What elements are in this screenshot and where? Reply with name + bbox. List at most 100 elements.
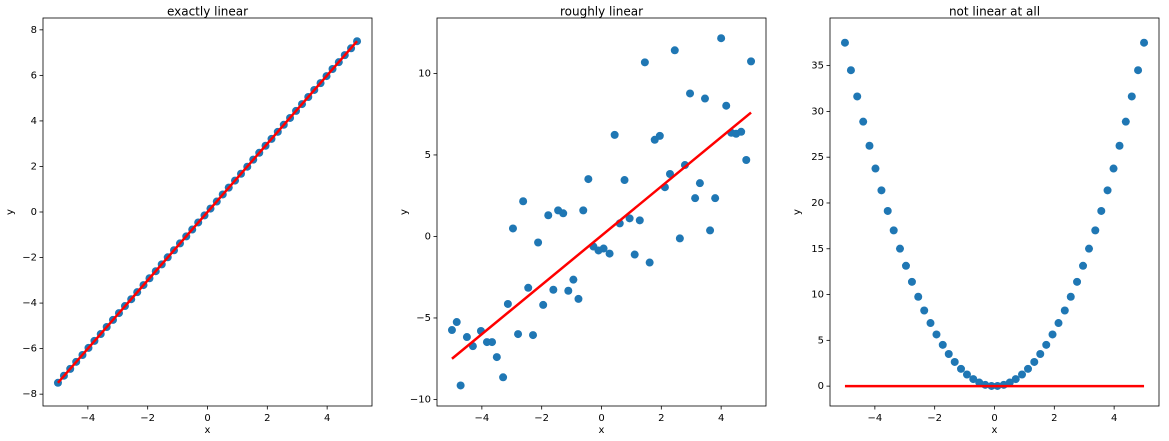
scatter-point xyxy=(1005,378,1014,387)
y-tick-label: −6 xyxy=(22,344,37,355)
scatter-point xyxy=(737,127,746,136)
x-tick-label: −2 xyxy=(140,413,155,424)
scatter-point xyxy=(711,194,720,203)
chart-title: exactly linear xyxy=(167,5,248,19)
scatter-point xyxy=(865,141,874,150)
scatter-point xyxy=(1048,330,1057,339)
scatter-point xyxy=(1042,340,1051,349)
x-axis-label: x xyxy=(205,425,211,436)
scatter-point xyxy=(1030,357,1039,366)
scatter-point xyxy=(1054,319,1063,328)
x-tick-label: 2 xyxy=(658,413,664,424)
y-tick-label: 6 xyxy=(31,70,37,81)
plot-area xyxy=(436,17,767,407)
x-tick-label: 0 xyxy=(598,413,604,424)
scatter-point xyxy=(938,340,947,349)
scatter-point xyxy=(1091,226,1100,235)
scatter-point xyxy=(1140,38,1149,47)
scatter-point xyxy=(695,179,704,188)
y-tick-label: 20 xyxy=(811,198,824,209)
scatter-point xyxy=(635,216,644,225)
scatter-point xyxy=(957,364,966,373)
scatter-point xyxy=(1109,164,1118,173)
y-axis-label: y xyxy=(399,209,410,215)
scatter-point xyxy=(524,283,533,292)
scatter-point xyxy=(670,46,679,55)
scatter-point xyxy=(1073,277,1082,286)
y-tick-label: 0 xyxy=(31,207,37,218)
fit-line xyxy=(451,111,752,360)
y-tick-label: 30 xyxy=(811,106,824,117)
scatter-point xyxy=(950,357,959,366)
scatter-point xyxy=(655,131,664,140)
scatter-point xyxy=(1127,92,1136,101)
scatter-point xyxy=(539,300,548,309)
y-tick-label: −10 xyxy=(410,394,431,405)
scatter-point xyxy=(610,130,619,139)
scatter-point xyxy=(1134,66,1143,75)
y-tick-label: 10 xyxy=(418,68,431,79)
scatter-point xyxy=(877,186,886,195)
x-tick-label: −2 xyxy=(927,413,942,424)
x-tick-label: 4 xyxy=(718,413,724,424)
y-tick-label: 0 xyxy=(425,231,431,242)
scatter-point xyxy=(508,224,517,233)
scatter-point xyxy=(853,92,862,101)
scatter-point xyxy=(1079,261,1088,270)
x-tick-label: 0 xyxy=(991,413,997,424)
scatter-point xyxy=(584,175,593,184)
y-tick-label: 10 xyxy=(811,290,824,301)
scatter-point xyxy=(722,101,731,110)
scatter-point xyxy=(645,258,654,267)
scatter-point xyxy=(883,206,892,215)
scatter-point xyxy=(1097,206,1106,215)
scatter-point xyxy=(564,286,573,295)
scatter-point xyxy=(1115,141,1124,150)
y-tick-label: 15 xyxy=(811,244,824,255)
scatter-point xyxy=(926,319,935,328)
x-axis-label: x xyxy=(992,425,998,436)
x-tick-label: −4 xyxy=(867,413,882,424)
scatter-point xyxy=(605,249,614,258)
scatter-point xyxy=(871,164,880,173)
scatter-point xyxy=(452,318,461,327)
x-axis-label: x xyxy=(599,425,605,436)
scatter-point xyxy=(969,375,978,384)
scatter-point xyxy=(503,299,512,308)
scatter-point xyxy=(691,194,700,203)
scatter-point xyxy=(889,226,898,235)
scatter-point xyxy=(599,244,608,253)
scatter-point xyxy=(447,326,456,335)
scatter-point xyxy=(742,155,751,164)
y-tick-label: −8 xyxy=(22,389,37,400)
x-tick-label: −2 xyxy=(534,413,549,424)
scatter-point xyxy=(1060,306,1069,315)
scatter-point xyxy=(1121,117,1130,126)
y-tick-label: 0 xyxy=(818,381,824,392)
x-tick-label: 4 xyxy=(1111,413,1117,424)
scatter-point xyxy=(569,275,578,284)
scatter-point xyxy=(962,370,971,379)
scatter-point xyxy=(1018,370,1027,379)
scatter-point xyxy=(914,292,923,301)
scatter-point xyxy=(514,330,523,339)
scatter-point xyxy=(1085,244,1094,253)
x-tick-label: 4 xyxy=(324,413,330,424)
scatter-point xyxy=(640,58,649,67)
y-tick-label: 25 xyxy=(811,152,824,163)
scatter-point xyxy=(706,226,715,235)
fit-line xyxy=(57,40,358,384)
scatter-point xyxy=(846,66,855,75)
scatter-point xyxy=(1066,292,1075,301)
scatter-point xyxy=(907,277,916,286)
plot-area xyxy=(829,17,1160,407)
scatter-point xyxy=(840,38,849,47)
scatter-point xyxy=(574,294,583,303)
scatter-point xyxy=(700,94,709,103)
x-tick-label: 2 xyxy=(1051,413,1057,424)
scatter-point xyxy=(944,349,953,358)
y-tick-label: −2 xyxy=(22,253,37,264)
scatter-point xyxy=(519,197,528,206)
scatter-point xyxy=(549,285,558,294)
